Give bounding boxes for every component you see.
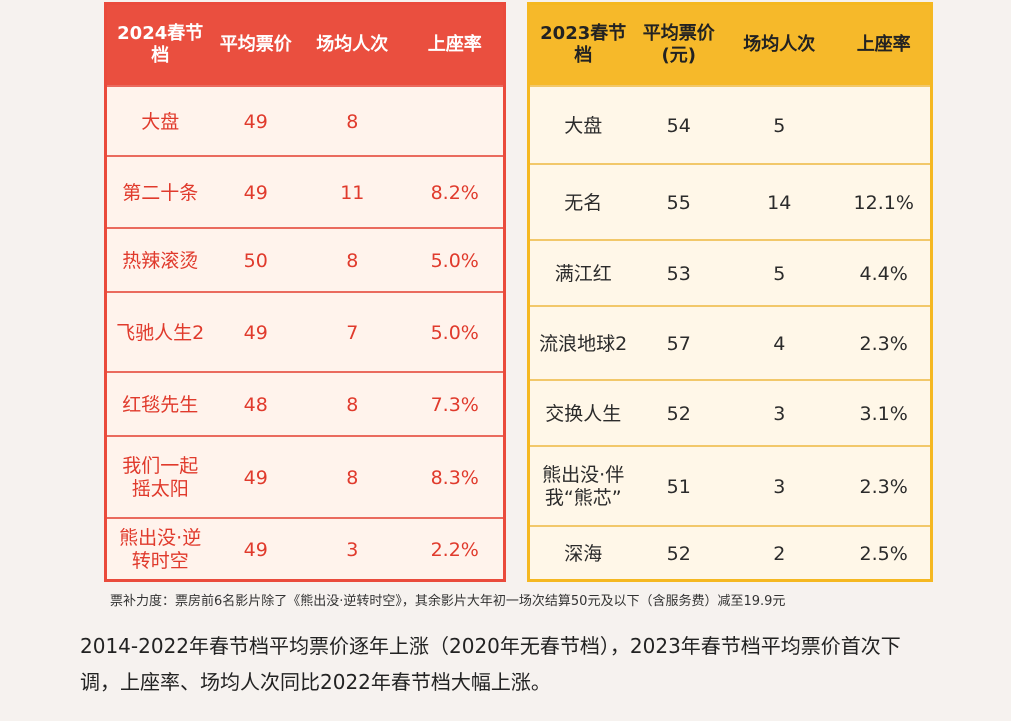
cell-occupancy: 2.2% bbox=[430, 538, 479, 561]
table-row: 满江红 53 5 4.4% bbox=[530, 239, 930, 307]
cell-avg-attendance: 8 bbox=[346, 466, 359, 489]
cell-occupancy: 2.3% bbox=[859, 475, 908, 498]
cell-avg-price: 49 bbox=[243, 110, 268, 133]
cell-film: 无名 bbox=[564, 191, 603, 214]
cell-avg-attendance: 7 bbox=[346, 321, 359, 344]
cell-avg-price: 50 bbox=[243, 249, 268, 272]
table-row: 热辣滚烫 50 8 5.0% bbox=[107, 227, 503, 293]
cell-film: 熊出没·逆 转时空 bbox=[119, 527, 202, 572]
cell-avg-attendance: 8 bbox=[346, 110, 359, 133]
cell-film: 第二十条 bbox=[122, 181, 199, 204]
cell-avg-price: 49 bbox=[243, 181, 268, 204]
cell-occupancy: 8.2% bbox=[430, 181, 479, 204]
cell-avg-attendance: 14 bbox=[767, 191, 792, 214]
cell-avg-price: 55 bbox=[666, 191, 691, 214]
cell-avg-attendance: 5 bbox=[773, 262, 786, 285]
cell-avg-attendance: 3 bbox=[773, 402, 786, 425]
table-row: 我们一起 摇太阳 49 8 8.3% bbox=[107, 435, 503, 519]
body-paragraph: 2014-2022年春节档平均票价逐年上涨（2020年无春节档），2023年春节… bbox=[80, 634, 901, 694]
table-2023-header: 2023春节 档 平均票价 (元) 场均人次 上座率 bbox=[530, 5, 930, 85]
table-row: 无名 55 14 12.1% bbox=[530, 163, 930, 241]
cell-occupancy: 8.3% bbox=[430, 466, 479, 489]
cell-avg-attendance: 2 bbox=[773, 542, 786, 565]
cell-occupancy: 3.1% bbox=[859, 402, 908, 425]
cell-occupancy: 4.4% bbox=[859, 262, 908, 285]
table-row: 大盘 49 8 bbox=[107, 85, 503, 157]
table-2023: 2023春节 档 平均票价 (元) 场均人次 上座率 大盘 54 5 无名 55… bbox=[527, 2, 933, 582]
cell-film: 大盘 bbox=[564, 114, 603, 137]
table-2024-header: 2024春节 档 平均票价 场均人次 上座率 bbox=[107, 5, 503, 85]
table-row: 熊出没·伴 我“熊芯” 51 3 2.3% bbox=[530, 445, 930, 527]
header-period: 2024春节 档 bbox=[117, 23, 204, 66]
table-row: 红毯先生 48 8 7.3% bbox=[107, 371, 503, 437]
cell-film: 大盘 bbox=[141, 110, 180, 133]
table-row: 第二十条 49 11 8.2% bbox=[107, 155, 503, 229]
cell-film: 熊出没·伴 我“熊芯” bbox=[542, 464, 625, 509]
cell-avg-attendance: 8 bbox=[346, 249, 359, 272]
cell-avg-attendance: 3 bbox=[773, 475, 786, 498]
cell-film: 热辣滚烫 bbox=[122, 249, 199, 272]
table-2024-body: 大盘 49 8 第二十条 49 11 8.2% 热辣滚烫 50 8 5.0% 飞… bbox=[107, 85, 503, 579]
cell-avg-price: 57 bbox=[666, 332, 691, 355]
table-row: 飞驰人生2 49 7 5.0% bbox=[107, 291, 503, 373]
cell-avg-price: 49 bbox=[243, 466, 268, 489]
cell-avg-attendance: 5 bbox=[773, 114, 786, 137]
cell-film: 流浪地球2 bbox=[539, 332, 628, 355]
cell-film: 飞驰人生2 bbox=[116, 321, 205, 344]
cell-film: 满江红 bbox=[554, 262, 612, 285]
table-row: 深海 52 2 2.5% bbox=[530, 525, 930, 581]
cell-film: 我们一起 摇太阳 bbox=[122, 455, 199, 500]
cell-film: 红毯先生 bbox=[122, 393, 199, 416]
cell-avg-attendance: 8 bbox=[346, 393, 359, 416]
cell-occupancy: 2.5% bbox=[859, 542, 908, 565]
header-occupancy: 上座率 bbox=[856, 34, 911, 55]
footnote: 票补力度：票房前6名影片除了《熊出没·逆转时空》，其余影片大年初一场次结算50元… bbox=[110, 594, 786, 609]
cell-avg-price: 53 bbox=[666, 262, 691, 285]
cell-occupancy: 5.0% bbox=[430, 321, 479, 344]
cell-occupancy: 5.0% bbox=[430, 249, 479, 272]
table-row: 流浪地球2 57 4 2.3% bbox=[530, 305, 930, 381]
header-avg-price: 平均票价 (元) bbox=[642, 23, 715, 66]
header-occupancy: 上座率 bbox=[427, 34, 482, 55]
cell-avg-price: 51 bbox=[666, 475, 691, 498]
table-2023-body: 大盘 54 5 无名 55 14 12.1% 满江红 53 5 4.4% 流浪地… bbox=[530, 85, 930, 579]
cell-avg-price: 49 bbox=[243, 321, 268, 344]
cell-avg-price: 52 bbox=[666, 402, 691, 425]
cell-occupancy: 12.1% bbox=[853, 191, 914, 214]
cell-avg-price: 52 bbox=[666, 542, 691, 565]
cell-occupancy: 7.3% bbox=[430, 393, 479, 416]
cell-film: 深海 bbox=[564, 542, 603, 565]
cell-avg-attendance: 4 bbox=[773, 332, 786, 355]
cell-avg-price: 48 bbox=[243, 393, 268, 416]
header-avg-attendance: 场均人次 bbox=[743, 34, 816, 55]
cell-avg-price: 49 bbox=[243, 538, 268, 561]
header-period: 2023春节 档 bbox=[540, 23, 627, 66]
table-2024: 2024春节 档 平均票价 场均人次 上座率 大盘 49 8 第二十条 49 1… bbox=[104, 2, 506, 582]
table-row: 大盘 54 5 bbox=[530, 85, 930, 165]
cell-avg-price: 54 bbox=[666, 114, 691, 137]
header-avg-price: 平均票价 bbox=[219, 34, 292, 55]
cell-occupancy: 2.3% bbox=[859, 332, 908, 355]
cell-avg-attendance: 11 bbox=[340, 181, 365, 204]
table-row: 熊出没·逆 转时空 49 3 2.2% bbox=[107, 517, 503, 581]
cell-film: 交换人生 bbox=[545, 402, 622, 425]
header-avg-attendance: 场均人次 bbox=[316, 34, 389, 55]
cell-avg-attendance: 3 bbox=[346, 538, 359, 561]
table-row: 交换人生 52 3 3.1% bbox=[530, 379, 930, 447]
